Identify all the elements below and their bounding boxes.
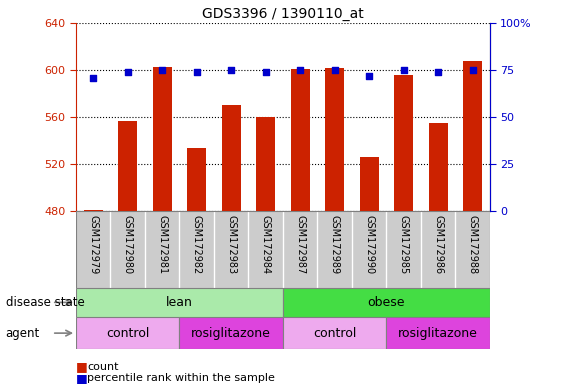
Point (434, 69, 443, 75)
Title: GDS3396 / 1390110_at: GDS3396 / 1390110_at (202, 7, 364, 21)
Bar (283, 317, 386, 349)
Text: agent: agent (6, 327, 40, 339)
Text: GSM172987: GSM172987 (295, 215, 305, 274)
Point (365, 73, 374, 79)
Text: GSM172983: GSM172983 (226, 215, 236, 274)
Point (296, 67, 305, 73)
Bar (256, 117, 275, 211)
Bar (386, 317, 490, 349)
Point (89, 74, 98, 81)
Point (468, 67, 477, 73)
Text: GSM172990: GSM172990 (364, 215, 374, 274)
Bar (325, 68, 344, 211)
Bar (394, 75, 413, 211)
Text: rosiglitazone: rosiglitazone (191, 327, 271, 339)
Text: control: control (106, 327, 149, 339)
Bar (118, 121, 137, 211)
Point (227, 67, 236, 73)
Bar (76, 317, 180, 349)
Point (123, 69, 132, 75)
Text: rosiglitazone: rosiglitazone (398, 327, 478, 339)
Text: disease state: disease state (6, 296, 84, 309)
Text: percentile rank within the sample: percentile rank within the sample (87, 373, 275, 383)
Text: control: control (313, 327, 356, 339)
Point (158, 67, 167, 73)
Bar (222, 105, 240, 211)
Text: ■: ■ (76, 372, 88, 384)
Bar (291, 69, 310, 211)
Point (261, 69, 270, 75)
Text: ■: ■ (76, 360, 88, 373)
Bar (153, 66, 172, 211)
Bar (180, 317, 283, 349)
Text: GSM172984: GSM172984 (261, 215, 271, 274)
Text: count: count (87, 362, 119, 372)
Text: lean: lean (166, 296, 193, 309)
Text: GSM172980: GSM172980 (123, 215, 133, 274)
Bar (428, 123, 448, 211)
Text: GSM172988: GSM172988 (467, 215, 477, 274)
Text: GSM172981: GSM172981 (157, 215, 167, 274)
Bar (84, 210, 102, 211)
Text: GSM172979: GSM172979 (88, 215, 99, 274)
Text: obese: obese (368, 296, 405, 309)
Point (399, 67, 408, 73)
Point (330, 67, 339, 73)
Text: GSM172986: GSM172986 (433, 215, 443, 274)
Point (192, 69, 201, 75)
Bar (76, 288, 283, 317)
Bar (283, 288, 490, 317)
Bar (360, 157, 378, 211)
Bar (187, 148, 206, 211)
Text: GSM172989: GSM172989 (329, 215, 339, 274)
Bar (463, 61, 482, 211)
Text: GSM172985: GSM172985 (399, 215, 409, 274)
Text: GSM172982: GSM172982 (191, 215, 202, 274)
